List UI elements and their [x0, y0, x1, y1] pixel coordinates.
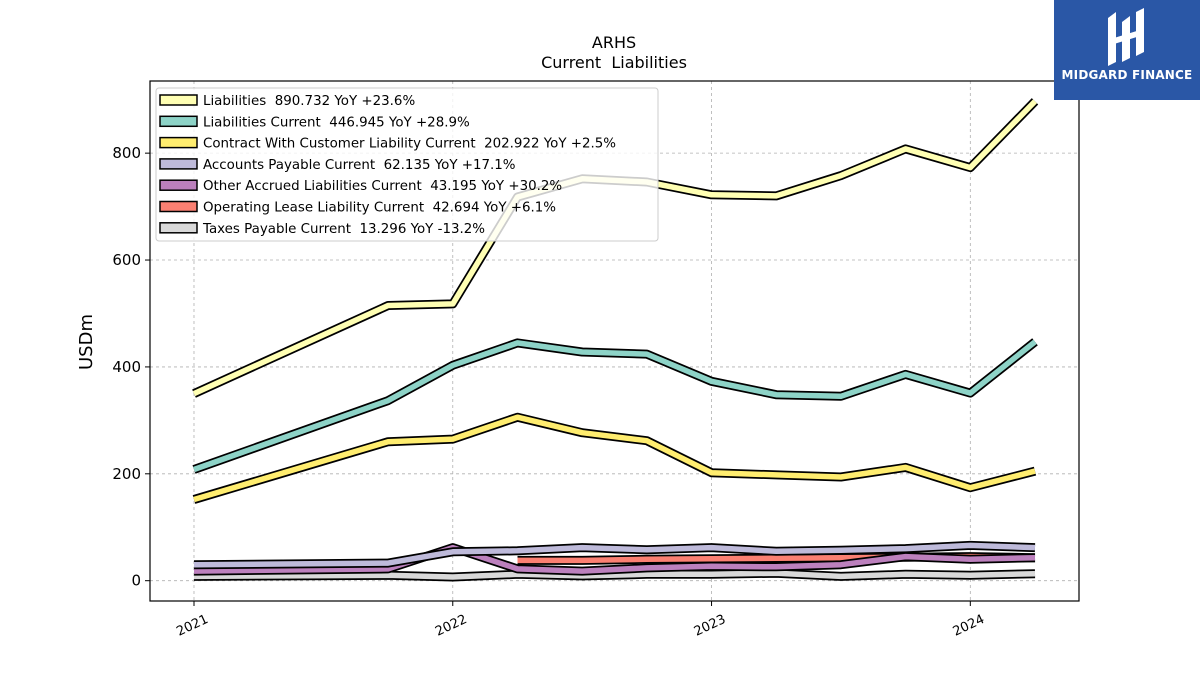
legend-label: Other Accrued Liabilities Current 43.195… [203, 179, 562, 194]
legend-swatch [159, 158, 198, 170]
y-tick-label: 0 [131, 572, 141, 590]
y-axis-label: USDm [76, 314, 97, 370]
x-tick-label: 2021 [174, 612, 210, 640]
legend-label: Contract With Customer Liability Current… [203, 137, 616, 152]
legend-swatch [159, 136, 198, 149]
legend-swatch [159, 115, 198, 128]
y-tick-label: 400 [112, 358, 141, 376]
x-tick-label: 2023 [692, 612, 728, 640]
brand-name: MIDGARD FINANCE [1061, 68, 1193, 82]
series-line-3 [192, 412, 1037, 504]
series-outline [192, 338, 1038, 474]
legend: Liabilities 890.732 YoY +23.6% Liabilitie… [155, 87, 659, 242]
series-line-2 [192, 338, 1038, 474]
brand-logo: MIDGARD FINANCE [1054, 0, 1200, 100]
series-stroke [193, 542, 1036, 568]
legend-label: Liabilities 890.732 YoY +23.6% [203, 94, 415, 109]
series-stroke [192, 99, 1037, 397]
x-tick-label: 2024 [951, 612, 987, 640]
series-outline [192, 412, 1037, 504]
legend-swatch [159, 179, 198, 191]
y-tick-label: 600 [112, 251, 141, 269]
legend-label: Operating Lease Liability Current 42.694… [203, 201, 556, 216]
plot-frame [149, 80, 1080, 602]
legend-label: Liabilities Current 446.945 YoY +28.9% [203, 115, 470, 130]
legend-label: Taxes Payable Current 13.296 YoY -13.2% [202, 222, 485, 237]
logo-mark-icon [1108, 8, 1144, 66]
legend-swatch [159, 200, 198, 213]
legend-swatch [159, 222, 198, 234]
legend-box [155, 87, 659, 242]
series-line-7 [193, 568, 1036, 582]
chart-title: ARHS [592, 33, 636, 52]
series-line-4 [193, 540, 1036, 570]
series-lines [192, 98, 1039, 582]
series-line-1 [192, 98, 1039, 398]
legend-label: Accounts Payable Current 62.135 YoY +17.… [203, 158, 516, 173]
y-tick-label: 800 [112, 144, 141, 162]
series-stroke [193, 339, 1037, 473]
legend-swatch [159, 94, 198, 106]
y-tick-label: 200 [112, 465, 141, 483]
series-stroke [193, 414, 1036, 503]
x-tick-label: 2022 [433, 612, 469, 640]
chart-subtitle: Current Liabilities [541, 53, 687, 72]
series-stroke [193, 570, 1036, 580]
